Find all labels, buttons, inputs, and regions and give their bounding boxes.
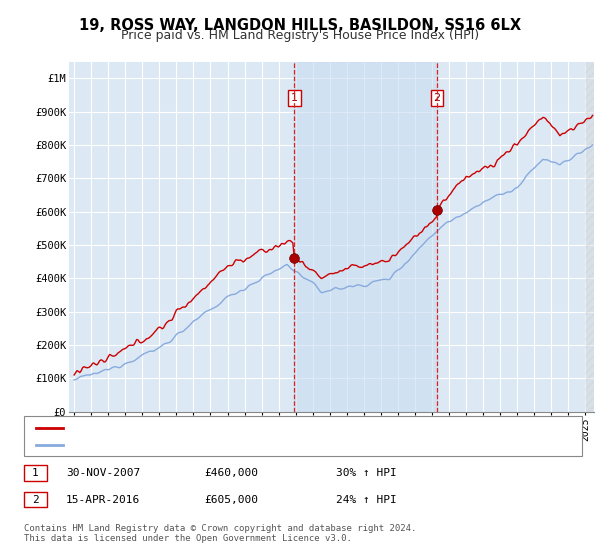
Text: 15-APR-2016: 15-APR-2016 — [66, 494, 140, 505]
Text: 30-NOV-2007: 30-NOV-2007 — [66, 468, 140, 478]
Text: Contains HM Land Registry data © Crown copyright and database right 2024.
This d: Contains HM Land Registry data © Crown c… — [24, 524, 416, 543]
Text: 24% ↑ HPI: 24% ↑ HPI — [336, 494, 397, 505]
Text: £605,000: £605,000 — [204, 494, 258, 505]
Bar — [586, 62, 594, 412]
Text: 30% ↑ HPI: 30% ↑ HPI — [336, 468, 397, 478]
Bar — [294, 62, 437, 412]
Text: 2: 2 — [433, 94, 440, 103]
Text: 19, ROSS WAY, LANGDON HILLS, BASILDON, SS16 6LX: 19, ROSS WAY, LANGDON HILLS, BASILDON, S… — [79, 18, 521, 33]
Text: 1: 1 — [32, 468, 39, 478]
Text: 19, ROSS WAY, LANGDON HILLS, BASILDON, SS16 6LX (detached house): 19, ROSS WAY, LANGDON HILLS, BASILDON, S… — [70, 423, 446, 433]
Text: £460,000: £460,000 — [204, 468, 258, 478]
Text: HPI: Average price, detached house, Basildon: HPI: Average price, detached house, Basi… — [70, 440, 329, 450]
Text: 1: 1 — [291, 94, 298, 103]
Text: Price paid vs. HM Land Registry's House Price Index (HPI): Price paid vs. HM Land Registry's House … — [121, 29, 479, 42]
Text: 2: 2 — [32, 494, 39, 505]
